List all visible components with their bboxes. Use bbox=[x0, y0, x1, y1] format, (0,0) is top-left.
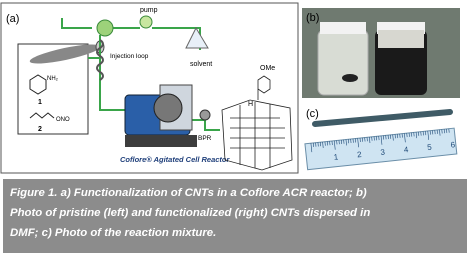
injection-coil bbox=[96, 39, 104, 81]
ruler-label: 4 bbox=[403, 145, 409, 154]
ruler-tick bbox=[310, 143, 313, 153]
ruler-tick bbox=[404, 133, 406, 143]
ruler-tick bbox=[333, 140, 336, 150]
photo-b bbox=[302, 8, 460, 98]
compound-number: 2 bbox=[38, 126, 42, 133]
pump-label: pump bbox=[140, 7, 158, 14]
ruler-tick bbox=[427, 130, 430, 140]
ruler-label: 5 bbox=[427, 143, 433, 152]
compound-number: 1 bbox=[38, 99, 42, 106]
cnt-structure bbox=[221, 75, 293, 171]
caption-line: Photo of pristine (left) and functionali… bbox=[10, 207, 370, 219]
ruler-label: 1 bbox=[333, 152, 339, 161]
ruler-tick bbox=[439, 129, 441, 136]
ruler-tick bbox=[415, 132, 418, 139]
panel-label: (c) bbox=[306, 108, 319, 120]
caption-box bbox=[0, 179, 467, 253]
bpr-icon bbox=[199, 109, 211, 121]
ruler-label: 6 bbox=[450, 140, 456, 149]
pump-icon bbox=[139, 15, 153, 29]
reactor bbox=[124, 84, 197, 147]
atom-label: OMe bbox=[260, 65, 275, 72]
benzene-ring bbox=[29, 74, 47, 95]
ruler-tick bbox=[357, 138, 359, 148]
text: Injection loop bbox=[110, 53, 149, 60]
bpr-label: BPR bbox=[198, 135, 212, 142]
ruler-tick bbox=[345, 139, 347, 146]
ruler-label: 2 bbox=[357, 150, 363, 159]
ruler: 1 2 3 4 5 6 bbox=[304, 127, 458, 171]
solvent-flask bbox=[185, 26, 209, 49]
caption-line: Figure 1. a) Functionalization of CNTs i… bbox=[10, 187, 367, 199]
ruler-tick bbox=[380, 135, 383, 145]
solvent-label: solvent bbox=[190, 61, 212, 68]
ruler-tick bbox=[369, 137, 371, 144]
injection-loop-label: Injection loop bbox=[110, 53, 149, 60]
group: ONO bbox=[56, 117, 70, 123]
ruler-tick bbox=[322, 141, 324, 148]
atom-label: H bbox=[248, 101, 253, 108]
alkyl-chain bbox=[29, 112, 55, 119]
group: NH₂ bbox=[47, 76, 59, 82]
ruler-tick bbox=[392, 134, 394, 141]
caption-line: DMF; c) Photo of the reaction mixture. bbox=[10, 227, 216, 239]
panel-label: (a) bbox=[6, 13, 19, 25]
panel-label: (b) bbox=[306, 12, 319, 24]
caption-bar bbox=[0, 179, 3, 253]
valve bbox=[96, 19, 114, 37]
tube bbox=[312, 109, 453, 127]
reactor-label: Coflore® Agitated Cell Reactor bbox=[120, 155, 231, 164]
ruler-label: 3 bbox=[380, 147, 386, 156]
